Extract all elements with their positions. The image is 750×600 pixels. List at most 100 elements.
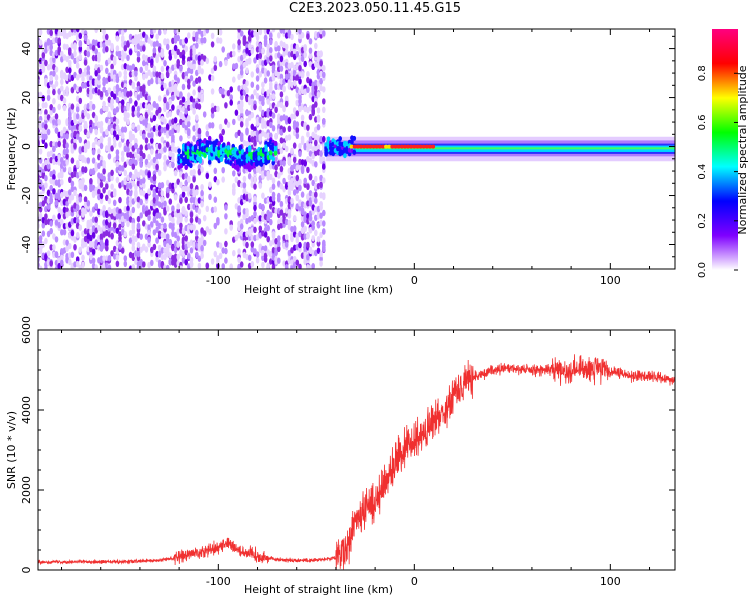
spectrogram-noise-cell xyxy=(163,38,167,45)
spectrogram-noise-cell xyxy=(261,249,265,257)
spectrogram-noise-cell xyxy=(65,257,69,264)
spectrogram-noise-cell xyxy=(298,184,302,192)
spectrogram-noise-cell xyxy=(274,238,278,245)
spectrogram-noise-cell xyxy=(123,74,128,81)
spectrogram-noise-cell xyxy=(144,111,149,119)
spectrogram-noise-cell xyxy=(322,86,326,93)
spectrogram-noise-cell xyxy=(49,49,53,57)
spectrogram-noise-cell xyxy=(171,94,175,102)
spectrogram-noise-cell xyxy=(73,71,77,79)
spectrogram-noise-cell xyxy=(155,194,159,201)
spectrogram-noise-cell xyxy=(54,192,59,199)
spectrogram-noise-cell xyxy=(44,109,48,116)
spectrogram-noise-cell xyxy=(44,77,48,85)
spectrogram-noise-cell xyxy=(65,74,69,82)
spectrogram-noise-cell xyxy=(142,207,146,214)
spectrogram-noise-cell xyxy=(232,170,236,177)
spectrogram-noise-cell xyxy=(269,102,273,110)
spectrogram-noise-cell xyxy=(75,106,80,113)
spectrogram-noise-cell xyxy=(184,248,188,256)
spectrogram-noise-cell xyxy=(290,50,294,58)
spectrogram-noise-cell xyxy=(181,54,186,61)
spectrogram-noise-cell xyxy=(269,251,273,258)
spectrogram-noise-cell xyxy=(139,161,143,168)
spectrogram-noise-cell xyxy=(54,74,59,81)
spectrogram-noise-cell xyxy=(157,169,162,177)
spectrogram-noise-cell xyxy=(258,105,263,112)
spectrogram-noise-cell xyxy=(131,133,136,141)
spectrogram-noise-cell xyxy=(284,197,289,205)
spectrogram-noise-cell xyxy=(68,166,72,174)
spectrogram-noise-cell xyxy=(120,220,125,227)
spectrogram-noise-cell xyxy=(221,128,225,136)
spectrogram-noise-cell xyxy=(86,38,91,46)
spectrogram-noise-cell xyxy=(38,212,43,220)
spectrogram-noise-cell xyxy=(78,153,83,161)
spectrogram-noise-cell xyxy=(57,179,61,186)
spectrogram-noise-cell xyxy=(216,217,220,224)
spectrogram-noise-cell xyxy=(255,29,260,36)
spectrogram-noise-cell xyxy=(245,127,249,134)
spectrogram-noise-cell xyxy=(110,145,114,152)
spectrogram-noise-cell xyxy=(176,228,180,235)
spectrogram-noise-cell xyxy=(123,40,128,47)
spectrogram-noise-cell xyxy=(187,115,191,122)
spectrogram-noise-cell xyxy=(128,196,133,203)
spectrogram-noise-cell xyxy=(49,177,53,185)
spectrogram-noise-cell xyxy=(197,103,202,110)
spectrogram-noise-cell xyxy=(213,250,218,258)
spectrogram-peak-cell xyxy=(381,144,385,149)
spectrogram-noise-cell xyxy=(155,40,159,47)
spectrogram-noise-cell xyxy=(245,95,249,103)
spectrogram-noise-cell xyxy=(261,67,265,74)
spectrogram-noise-cell xyxy=(150,137,154,144)
spectrogram-noise-cell xyxy=(279,222,284,229)
spectrogram-noise-cell xyxy=(139,150,143,157)
spectrogram-peak-cell xyxy=(349,144,354,149)
spectrogram-noise-cell xyxy=(120,150,125,157)
spectrogram-noise-cell xyxy=(202,230,207,237)
spectrogram-noise-cell xyxy=(94,128,98,136)
spectrogram-noise-cell xyxy=(197,86,202,93)
spectrogram-noise-cell xyxy=(134,142,138,150)
spectrogram-noise-cell xyxy=(78,136,83,144)
spectrogram-x-axis-label: Height of straight line (km) xyxy=(244,283,393,296)
spectrogram-noise-cell xyxy=(144,137,149,144)
spectrogram-noise-cell xyxy=(189,183,194,190)
spectrogram-noise-cell xyxy=(187,186,191,193)
spectrogram-noise-cell xyxy=(282,186,286,193)
spectrogram-noise-cell xyxy=(134,34,138,41)
spectrogram-noise-cell xyxy=(216,241,220,248)
spectrogram-y-tick-label: 40 xyxy=(20,42,33,56)
spectrogram-noise-cell xyxy=(54,236,59,243)
spectrogram-peak-cell xyxy=(412,144,417,149)
spectrogram-noise-cell xyxy=(176,218,180,226)
spectrogram-noise-cell xyxy=(277,192,281,200)
spectrogram-noise-cell xyxy=(234,131,239,139)
spectrogram-noise-cell xyxy=(197,168,202,175)
spectrogram-noise-cell xyxy=(232,189,236,196)
spectrogram-noise-cell xyxy=(258,42,263,50)
spectrogram-noise-cell xyxy=(187,32,191,39)
spectrogram-noise-cell xyxy=(202,37,207,44)
spectrogram-noise-cell xyxy=(70,251,75,258)
spectrogram-noise-cell xyxy=(78,146,83,153)
spectrogram-noise-cell xyxy=(54,29,59,35)
spectrogram-noise-cell xyxy=(131,123,136,130)
spectrogram-noise-cell xyxy=(131,244,136,252)
spectrogram-noise-cell xyxy=(224,102,228,109)
spectrogram-noise-cell xyxy=(73,124,77,132)
spectrogram-noise-cell xyxy=(126,210,130,217)
spectrogram-noise-cell xyxy=(89,210,93,217)
spectrogram-noise-cell xyxy=(38,119,43,127)
spectrogram-noise-cell xyxy=(189,256,194,264)
spectrogram-noise-cell xyxy=(157,130,162,137)
spectrogram-noise-cell xyxy=(83,201,88,209)
spectrogram-noise-cell xyxy=(247,173,252,180)
spectrogram-noise-cell xyxy=(44,47,48,54)
spectrogram-noise-cell xyxy=(97,79,101,86)
spectrogram-noise-cell xyxy=(102,105,106,112)
spectrogram-noise-cell xyxy=(258,133,263,140)
spectrogram-noise-cell xyxy=(105,39,109,47)
spectrogram-noise-cell xyxy=(163,29,167,35)
